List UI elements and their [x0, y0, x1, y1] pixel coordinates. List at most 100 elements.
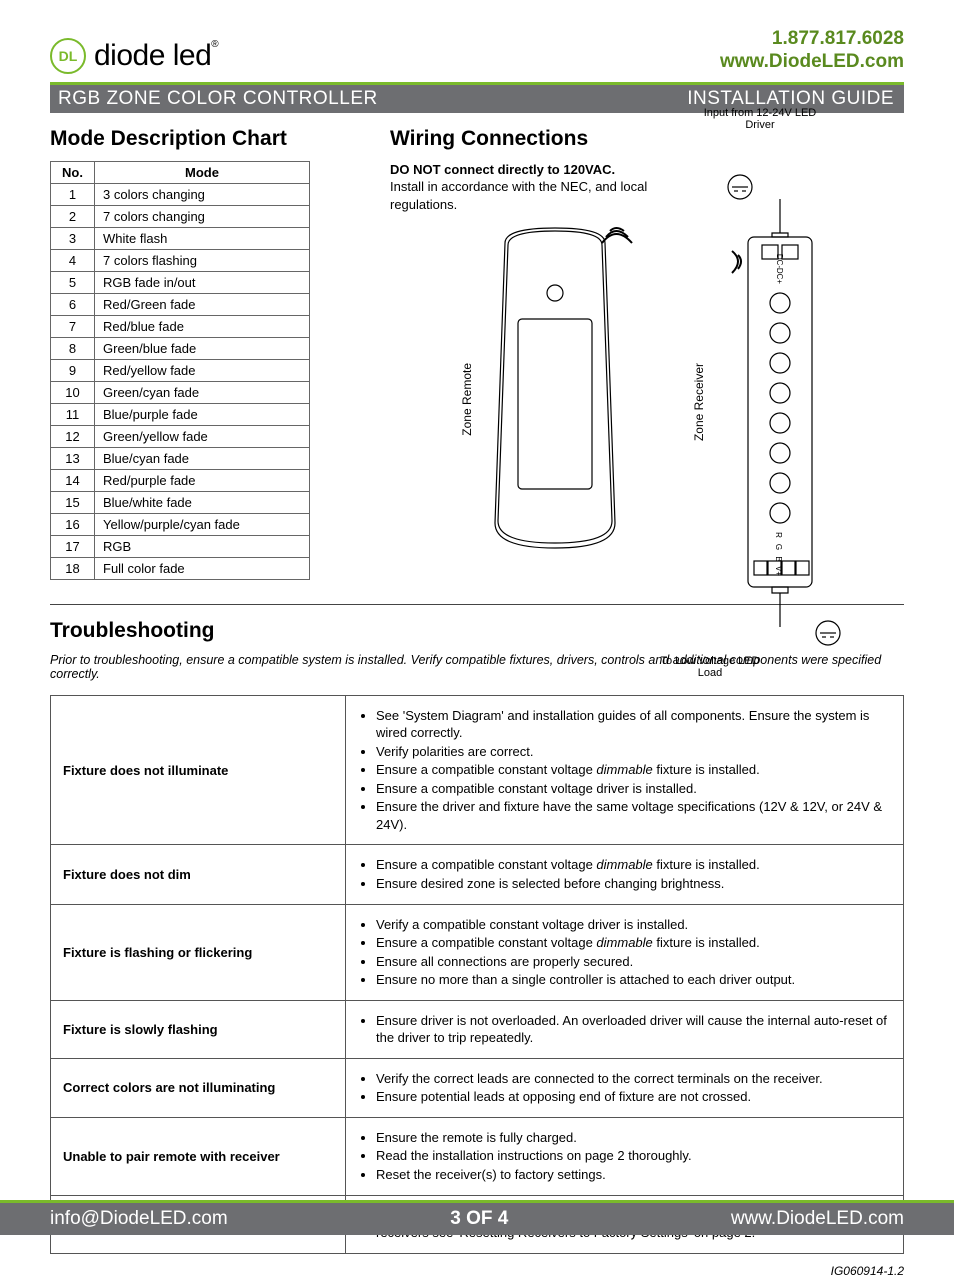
contact-url: www.DiodeLED.com: [720, 51, 904, 74]
mode-no: 10: [51, 381, 95, 403]
table-row: 15Blue/white fade: [51, 491, 310, 513]
table-row: 5RGB fade in/out: [51, 271, 310, 293]
mode-desc: Green/yellow fade: [95, 425, 310, 447]
table-row: 13 colors changing: [51, 183, 310, 205]
mode-no: 1: [51, 183, 95, 205]
mode-no: 18: [51, 557, 95, 579]
table-row: 9Red/yellow fade: [51, 359, 310, 381]
mode-no: 15: [51, 491, 95, 513]
trouble-bullet: Ensure a compatible constant voltage dim…: [376, 856, 891, 874]
trouble-solutions: Verify a compatible constant voltage dri…: [346, 904, 904, 1000]
trouble-bullet: Ensure the remote is fully charged.: [376, 1129, 891, 1147]
table-row: 8Green/blue fade: [51, 337, 310, 359]
table-row: 13Blue/cyan fade: [51, 447, 310, 469]
mode-no: 16: [51, 513, 95, 535]
mode-desc: Red/Green fade: [95, 293, 310, 315]
trouble-solutions: See 'System Diagram' and installation gu…: [346, 695, 904, 845]
brand-name-text: diode led: [94, 39, 211, 72]
mode-desc: RGB: [95, 535, 310, 557]
trouble-solutions: Ensure the remote is fully charged.Read …: [346, 1117, 904, 1195]
document-id: IG060914-1.2: [50, 1264, 904, 1278]
trouble-bullet: Verify the correct leads are connected t…: [376, 1070, 891, 1088]
mode-desc: Red/blue fade: [95, 315, 310, 337]
table-row: Unable to pair remote with receiverEnsur…: [51, 1117, 904, 1195]
trouble-solutions: Ensure a compatible constant voltage dim…: [346, 845, 904, 904]
mode-no: 14: [51, 469, 95, 491]
mode-desc: White flash: [95, 227, 310, 249]
titlebar-left: RGB ZONE COLOR CONTROLLER: [58, 88, 378, 110]
mode-no: 9: [51, 359, 95, 381]
mode-no: 17: [51, 535, 95, 557]
table-row: 14Red/purple fade: [51, 469, 310, 491]
mode-desc: 3 colors changing: [95, 183, 310, 205]
dc-plus-label: DC+: [775, 267, 784, 284]
troubleshooting-table: Fixture does not illuminate See 'System D…: [50, 695, 904, 1254]
trouble-solutions: Ensure driver is not overloaded. An over…: [346, 1000, 904, 1058]
trouble-issue: Fixture does not illuminate: [51, 695, 346, 845]
footer-url: www.DiodeLED.com: [731, 1208, 904, 1230]
svg-text:V+: V+: [774, 566, 783, 576]
mode-col-no: No.: [51, 161, 95, 183]
mode-chart-heading: Mode Description Chart: [50, 127, 350, 151]
svg-text:G: G: [774, 543, 783, 549]
mode-col-mode: Mode: [95, 161, 310, 183]
trouble-issue: Correct colors are not illuminating: [51, 1058, 346, 1117]
mode-desc: 7 colors flashing: [95, 249, 310, 271]
table-row: Fixture does not illuminate See 'System D…: [51, 695, 904, 845]
output-label: To Low Voltage LED Load: [650, 655, 770, 679]
trouble-bullet: Ensure no more than a single controller …: [376, 971, 891, 989]
trouble-issue: Unable to pair remote with receiver: [51, 1117, 346, 1195]
input-label: Input from 12-24V LED Driver: [700, 107, 820, 131]
trouble-issue: Fixture is flashing or flickering: [51, 904, 346, 1000]
trouble-bullet: Ensure a compatible constant voltage dim…: [376, 934, 891, 952]
mode-no: 6: [51, 293, 95, 315]
page-footer: info@DiodeLED.com 3 OF 4 www.DiodeLED.co…: [0, 1200, 954, 1235]
mode-table: No. Mode 13 colors changing27 colors cha…: [50, 161, 310, 580]
mode-no: 7: [51, 315, 95, 337]
mode-desc: Full color fade: [95, 557, 310, 579]
trouble-bullet: Ensure driver is not overloaded. An over…: [376, 1012, 891, 1047]
mode-no: 3: [51, 227, 95, 249]
logo-badge-icon: DL: [50, 38, 86, 74]
mode-desc: RGB fade in/out: [95, 271, 310, 293]
table-row: 47 colors flashing: [51, 249, 310, 271]
footer-email: info@DiodeLED.com: [50, 1208, 228, 1230]
trouble-bullet: Ensure potential leads at opposing end o…: [376, 1088, 891, 1106]
table-row: 3White flash: [51, 227, 310, 249]
table-row: 11Blue/purple fade: [51, 403, 310, 425]
trouble-bullet: Ensure a compatible constant voltage dim…: [376, 761, 891, 779]
mode-no: 13: [51, 447, 95, 469]
mode-no: 4: [51, 249, 95, 271]
mode-no: 2: [51, 205, 95, 227]
mode-desc: Red/yellow fade: [95, 359, 310, 381]
table-row: Fixture does not dim Ensure a compatible …: [51, 845, 904, 904]
trouble-bullet: Ensure desired zone is selected before c…: [376, 875, 891, 893]
wiring-heading: Wiring Connections: [390, 127, 904, 151]
trouble-issue: Fixture is slowly flashing: [51, 1000, 346, 1058]
mode-no: 5: [51, 271, 95, 293]
dc-minus-label: DC-: [775, 253, 784, 268]
trouble-issue: Fixture does not dim: [51, 845, 346, 904]
brand-name: diode led®: [94, 39, 218, 73]
trouble-solutions: Verify the correct leads are connected t…: [346, 1058, 904, 1117]
trouble-bullet: See 'System Diagram' and installation gu…: [376, 707, 891, 742]
mode-desc: Blue/white fade: [95, 491, 310, 513]
table-row: 17RGB: [51, 535, 310, 557]
table-row: Correct colors are not illuminating Verif…: [51, 1058, 904, 1117]
wiring-warning: DO NOT connect directly to 120VAC.: [390, 162, 615, 177]
mode-desc: Blue/purple fade: [95, 403, 310, 425]
trouble-bullet: Ensure the driver and fixture have the s…: [376, 798, 891, 833]
mode-desc: 7 colors changing: [95, 205, 310, 227]
wiring-diagram: Zone Remote Zone Receiver: [450, 203, 870, 623]
mode-no: 8: [51, 337, 95, 359]
table-row: 12Green/yellow fade: [51, 425, 310, 447]
page-header: DL diode led® 1.877.817.6028 www.DiodeLE…: [50, 28, 904, 74]
table-row: Fixture is slowly flashing Ensure driver …: [51, 1000, 904, 1058]
receiver-label: Zone Receiver: [692, 363, 706, 441]
brand-logo: DL diode led®: [50, 38, 218, 74]
trouble-bullet: Verify a compatible constant voltage dri…: [376, 916, 891, 934]
receiver-icon: DC- DC+: [710, 173, 850, 673]
mode-no: 11: [51, 403, 95, 425]
mode-desc: Green/cyan fade: [95, 381, 310, 403]
mode-no: 12: [51, 425, 95, 447]
